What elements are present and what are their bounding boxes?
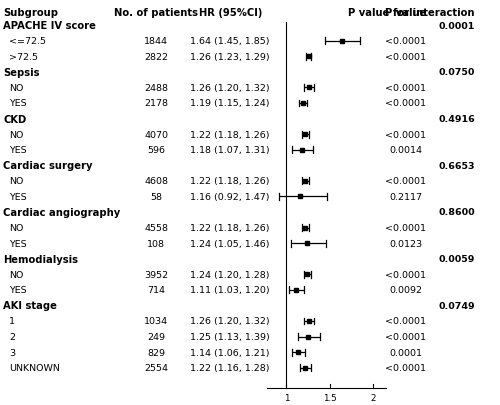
Text: NO: NO [9, 84, 24, 93]
Text: 2178: 2178 [144, 99, 168, 108]
Text: 1.5: 1.5 [323, 393, 336, 402]
Text: 3952: 3952 [144, 270, 168, 279]
Text: 0.4916: 0.4916 [438, 115, 475, 124]
Text: 596: 596 [147, 146, 165, 155]
Text: <0.0001: <0.0001 [386, 363, 426, 372]
Text: 1.16 (0.92, 1.47): 1.16 (0.92, 1.47) [190, 192, 270, 201]
Text: YES: YES [9, 286, 27, 294]
Text: <=72.5: <=72.5 [9, 37, 46, 46]
Text: NO: NO [9, 130, 24, 139]
Text: CKD: CKD [4, 114, 26, 124]
Text: 1.22 (1.18, 1.26): 1.22 (1.18, 1.26) [190, 177, 270, 186]
Text: 1.22 (1.18, 1.26): 1.22 (1.18, 1.26) [190, 130, 270, 139]
Text: NO: NO [9, 224, 24, 232]
Text: 0.0001: 0.0001 [390, 348, 422, 357]
Text: 58: 58 [150, 192, 162, 201]
Text: Subgroup: Subgroup [4, 8, 58, 18]
Text: 108: 108 [147, 239, 165, 248]
Text: 1.26 (1.23, 1.29): 1.26 (1.23, 1.29) [190, 53, 270, 62]
Text: 0.8600: 0.8600 [438, 208, 475, 217]
Text: Cardiac surgery: Cardiac surgery [4, 161, 93, 171]
Text: 2: 2 [370, 393, 376, 402]
Text: UNKNOWN: UNKNOWN [9, 363, 60, 372]
Text: NO: NO [9, 270, 24, 279]
Text: 0.6653: 0.6653 [438, 161, 475, 171]
Text: <0.0001: <0.0001 [386, 130, 426, 139]
Text: 2554: 2554 [144, 363, 168, 372]
Text: 0.2117: 0.2117 [390, 192, 422, 201]
Text: 4558: 4558 [144, 224, 168, 232]
Text: 2: 2 [9, 332, 15, 341]
Text: 0.0123: 0.0123 [389, 239, 422, 248]
Text: 1: 1 [284, 393, 289, 402]
Text: No. of patients: No. of patients [114, 8, 198, 18]
Text: <0.0001: <0.0001 [386, 37, 426, 46]
Text: 0.0001: 0.0001 [438, 21, 475, 30]
Text: Cardiac angiography: Cardiac angiography [4, 207, 120, 217]
Text: APACHE IV score: APACHE IV score [4, 21, 96, 31]
Text: 714: 714 [147, 286, 165, 294]
Text: <0.0001: <0.0001 [386, 53, 426, 62]
Text: 0.0059: 0.0059 [438, 255, 475, 264]
Text: 0.0014: 0.0014 [390, 146, 422, 155]
Text: 0.0749: 0.0749 [438, 301, 475, 310]
Text: AKI stage: AKI stage [4, 301, 57, 311]
Text: Sepsis: Sepsis [4, 68, 40, 78]
Text: 249: 249 [147, 332, 165, 341]
Text: YES: YES [9, 99, 27, 108]
Text: YES: YES [9, 192, 27, 201]
Text: NO: NO [9, 177, 24, 186]
Text: 0.0750: 0.0750 [438, 68, 475, 77]
Text: 4070: 4070 [144, 130, 168, 139]
Text: 1.11 (1.03, 1.20): 1.11 (1.03, 1.20) [190, 286, 270, 294]
Text: <0.0001: <0.0001 [386, 224, 426, 232]
Text: <0.0001: <0.0001 [386, 332, 426, 341]
Text: 1.22 (1.16, 1.28): 1.22 (1.16, 1.28) [190, 363, 270, 372]
Text: 3: 3 [9, 348, 16, 357]
Text: 1.26 (1.20, 1.32): 1.26 (1.20, 1.32) [190, 84, 270, 93]
Text: <0.0001: <0.0001 [386, 270, 426, 279]
Text: 1.19 (1.15, 1.24): 1.19 (1.15, 1.24) [190, 99, 270, 108]
Text: <0.0001: <0.0001 [386, 317, 426, 326]
Text: 1.18 (1.07, 1.31): 1.18 (1.07, 1.31) [190, 146, 270, 155]
Text: 829: 829 [147, 348, 165, 357]
Text: 1.22 (1.18, 1.26): 1.22 (1.18, 1.26) [190, 224, 270, 232]
Text: Hemodialysis: Hemodialysis [4, 254, 78, 264]
Text: 1: 1 [9, 317, 15, 326]
Text: 1.25 (1.13, 1.39): 1.25 (1.13, 1.39) [190, 332, 270, 341]
Text: HR (95%CI): HR (95%CI) [198, 8, 262, 18]
Text: 1.14 (1.06, 1.21): 1.14 (1.06, 1.21) [190, 348, 270, 357]
Text: YES: YES [9, 239, 27, 248]
Text: 4608: 4608 [144, 177, 168, 186]
Text: <0.0001: <0.0001 [386, 84, 426, 93]
Text: P value for interaction: P value for interaction [348, 8, 475, 18]
Text: 1.64 (1.45, 1.85): 1.64 (1.45, 1.85) [190, 37, 270, 46]
Text: 0.0092: 0.0092 [390, 286, 422, 294]
Text: P value: P value [385, 8, 426, 18]
Text: 1034: 1034 [144, 317, 168, 326]
Text: >72.5: >72.5 [9, 53, 38, 62]
Text: YES: YES [9, 146, 27, 155]
Text: <0.0001: <0.0001 [386, 177, 426, 186]
Text: 1.24 (1.05, 1.46): 1.24 (1.05, 1.46) [190, 239, 270, 248]
Text: 2488: 2488 [144, 84, 168, 93]
Text: 2822: 2822 [144, 53, 168, 62]
Text: <0.0001: <0.0001 [386, 99, 426, 108]
Text: 1.26 (1.20, 1.32): 1.26 (1.20, 1.32) [190, 317, 270, 326]
Text: 1844: 1844 [144, 37, 168, 46]
Text: 1.24 (1.20, 1.28): 1.24 (1.20, 1.28) [190, 270, 270, 279]
